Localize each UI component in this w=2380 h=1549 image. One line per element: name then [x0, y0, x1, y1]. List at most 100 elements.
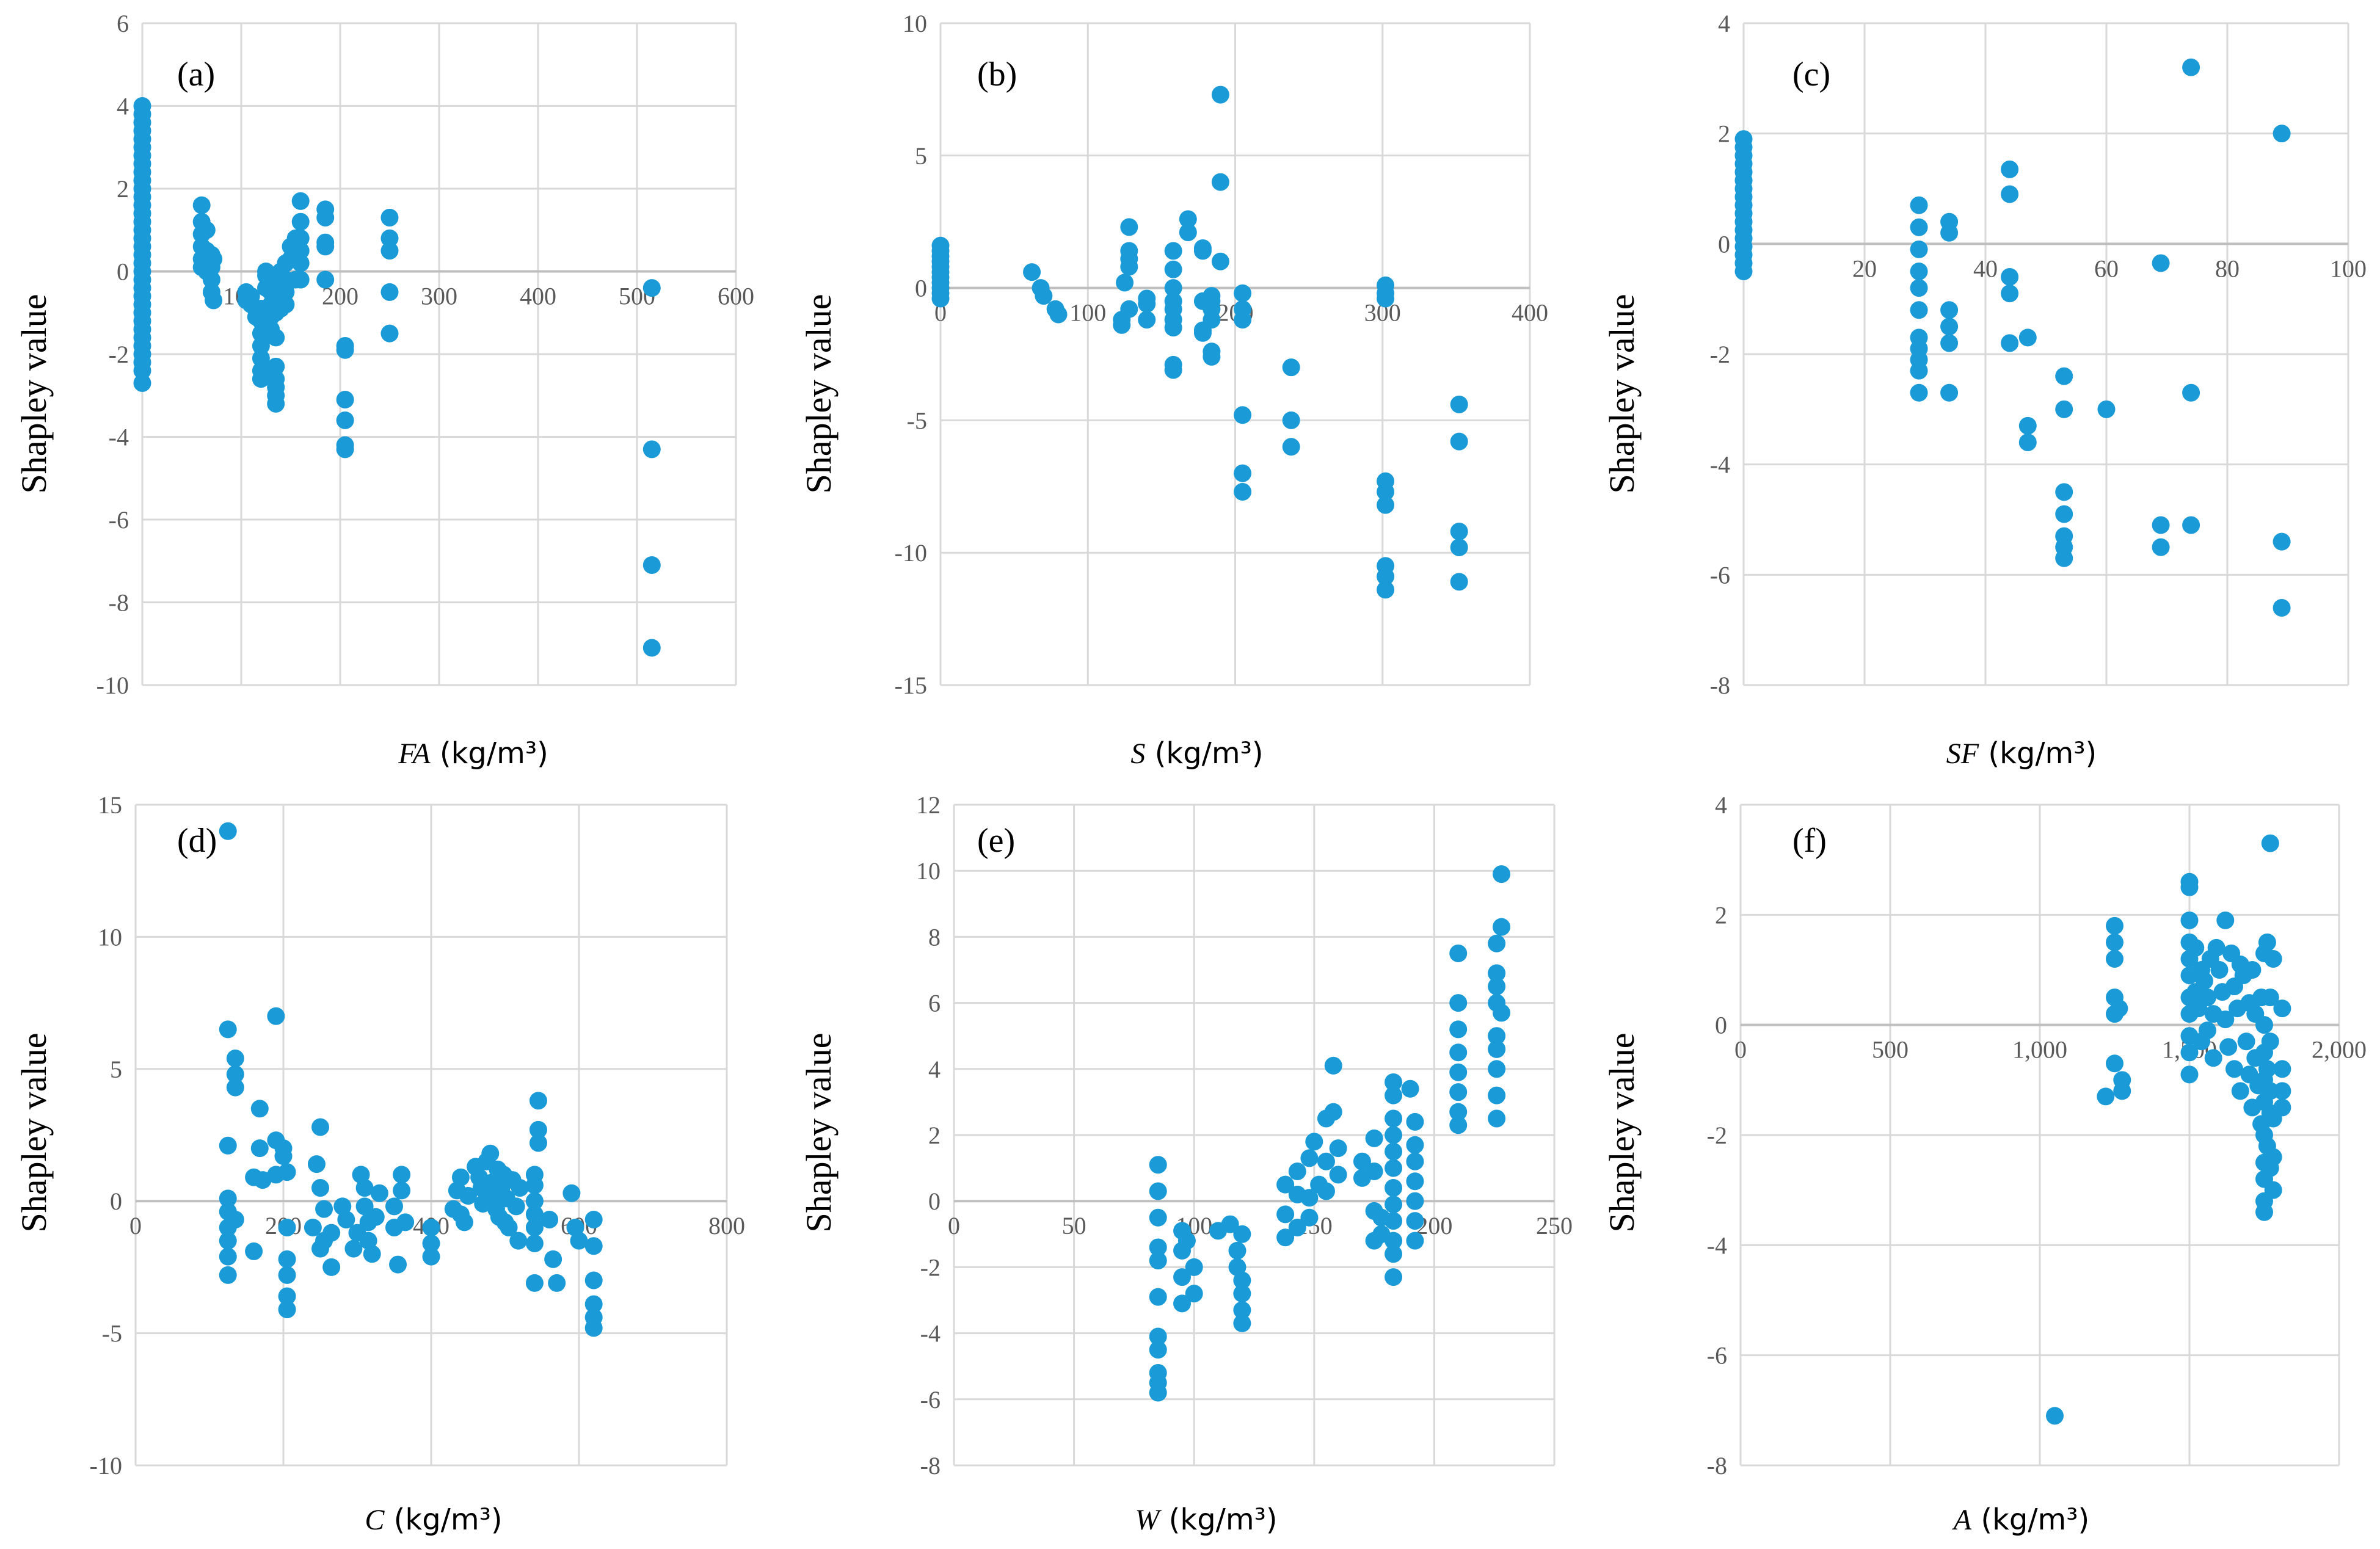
data-points: [1149, 865, 1510, 1402]
x-axis-variable: S: [1130, 738, 1145, 770]
data-point: [2243, 961, 2262, 979]
data-point: [474, 1195, 492, 1213]
data-point: [1023, 263, 1041, 281]
x-tick-label: 400: [1512, 299, 1548, 327]
data-point: [422, 1218, 440, 1236]
data-point: [1221, 1215, 1239, 1233]
data-point: [1492, 918, 1510, 936]
data-point: [1116, 274, 1134, 292]
data-point: [2180, 911, 2199, 929]
data-point: [393, 1181, 411, 1200]
data-point: [1179, 223, 1197, 242]
data-point: [1233, 1285, 1251, 1303]
data-point: [1406, 1192, 1424, 1210]
data-point: [1300, 1149, 1319, 1167]
data-point: [226, 1210, 244, 1228]
data-point: [540, 1210, 559, 1228]
data-point: [422, 1247, 440, 1266]
data-point: [1282, 411, 1300, 429]
data-point: [311, 1118, 329, 1136]
data-point: [1385, 1268, 1403, 1286]
data-point: [1385, 1086, 1403, 1105]
data-point: [1149, 1182, 1167, 1200]
y-tick-label: 8: [928, 923, 941, 951]
data-point: [1164, 260, 1182, 278]
data-point: [2204, 1049, 2222, 1067]
data-point: [1450, 523, 1468, 541]
data-point: [1164, 319, 1182, 337]
x-axis-unit: (kg/m³): [1971, 1503, 2089, 1537]
y-tick-label: 4: [928, 1056, 941, 1083]
data-point: [133, 361, 151, 380]
y-tick-label: 10: [98, 923, 122, 951]
data-point: [2182, 516, 2200, 534]
y-tick-label: -2: [1710, 341, 1730, 368]
y-tick-label: -6: [1710, 561, 1730, 589]
data-point: [2106, 1054, 2123, 1073]
data-points: [931, 85, 1468, 599]
data-point: [336, 391, 354, 409]
panel-label: (a): [177, 56, 215, 93]
data-point: [1488, 1027, 1506, 1045]
data-point: [205, 250, 223, 268]
data-point: [336, 411, 354, 429]
data-point: [642, 639, 661, 657]
data-point: [267, 394, 285, 413]
data-point: [250, 1139, 269, 1158]
data-point: [2273, 599, 2291, 617]
data-point: [1324, 1056, 1342, 1075]
y-tick-label: -4: [920, 1320, 941, 1348]
data-point: [389, 1255, 407, 1274]
data-point: [226, 1049, 244, 1067]
data-point: [2001, 268, 2019, 286]
y-tick-labels: -8 -6 -4 -2 0 2 4 6 8 10 12: [916, 791, 941, 1479]
data-point: [1449, 1103, 1468, 1121]
data-point: [1734, 263, 1753, 280]
data-point: [205, 291, 223, 310]
data-point: [1940, 301, 1959, 319]
data-point: [219, 1020, 237, 1039]
data-point: [291, 242, 310, 260]
data-point: [525, 1176, 544, 1194]
y-tick-label: 2: [928, 1122, 941, 1149]
data-point: [2255, 1016, 2273, 1034]
data-point: [2258, 1060, 2276, 1078]
data-point: [2210, 961, 2229, 979]
data-point: [2273, 1098, 2291, 1117]
data-point: [1940, 383, 1959, 402]
y-tick-label: -5: [102, 1320, 122, 1348]
y-tick-label: 0: [1715, 1012, 1727, 1039]
data-point: [584, 1271, 603, 1290]
data-point: [1203, 347, 1221, 366]
data-point: [2180, 1065, 2199, 1084]
data-point: [1035, 287, 1053, 305]
data-point: [2207, 938, 2225, 957]
data-point: [219, 1136, 237, 1155]
data-point: [500, 1218, 518, 1236]
data-point: [642, 556, 661, 575]
data-point: [2255, 1203, 2273, 1221]
data-point: [1910, 196, 1928, 214]
data-point: [380, 229, 399, 247]
x-axis-label: A (kg/m³): [1952, 1503, 2089, 1537]
data-point: [507, 1197, 525, 1216]
data-point: [2106, 949, 2123, 968]
y-tick-label: -10: [90, 1452, 122, 1479]
y-tick-label: 4: [1718, 10, 1730, 37]
data-point: [2055, 549, 2073, 567]
y-tick-label: 0: [915, 275, 927, 302]
data-point: [1234, 482, 1252, 501]
data-point: [2261, 834, 2279, 852]
y-tick-label: -2: [920, 1253, 941, 1281]
x-axis-unit: (kg/m³): [1979, 736, 2097, 771]
data-point: [278, 1218, 296, 1236]
data-point: [253, 1171, 272, 1189]
data-point: [2055, 400, 2073, 418]
data-point: [1276, 1228, 1295, 1247]
data-point: [2018, 416, 2037, 435]
data-point: [1406, 1172, 1424, 1191]
data-point: [2113, 1082, 2131, 1100]
y-axis-label: Shapley value: [14, 1033, 54, 1233]
data-point: [1317, 1152, 1335, 1170]
data-point: [2055, 483, 2073, 501]
